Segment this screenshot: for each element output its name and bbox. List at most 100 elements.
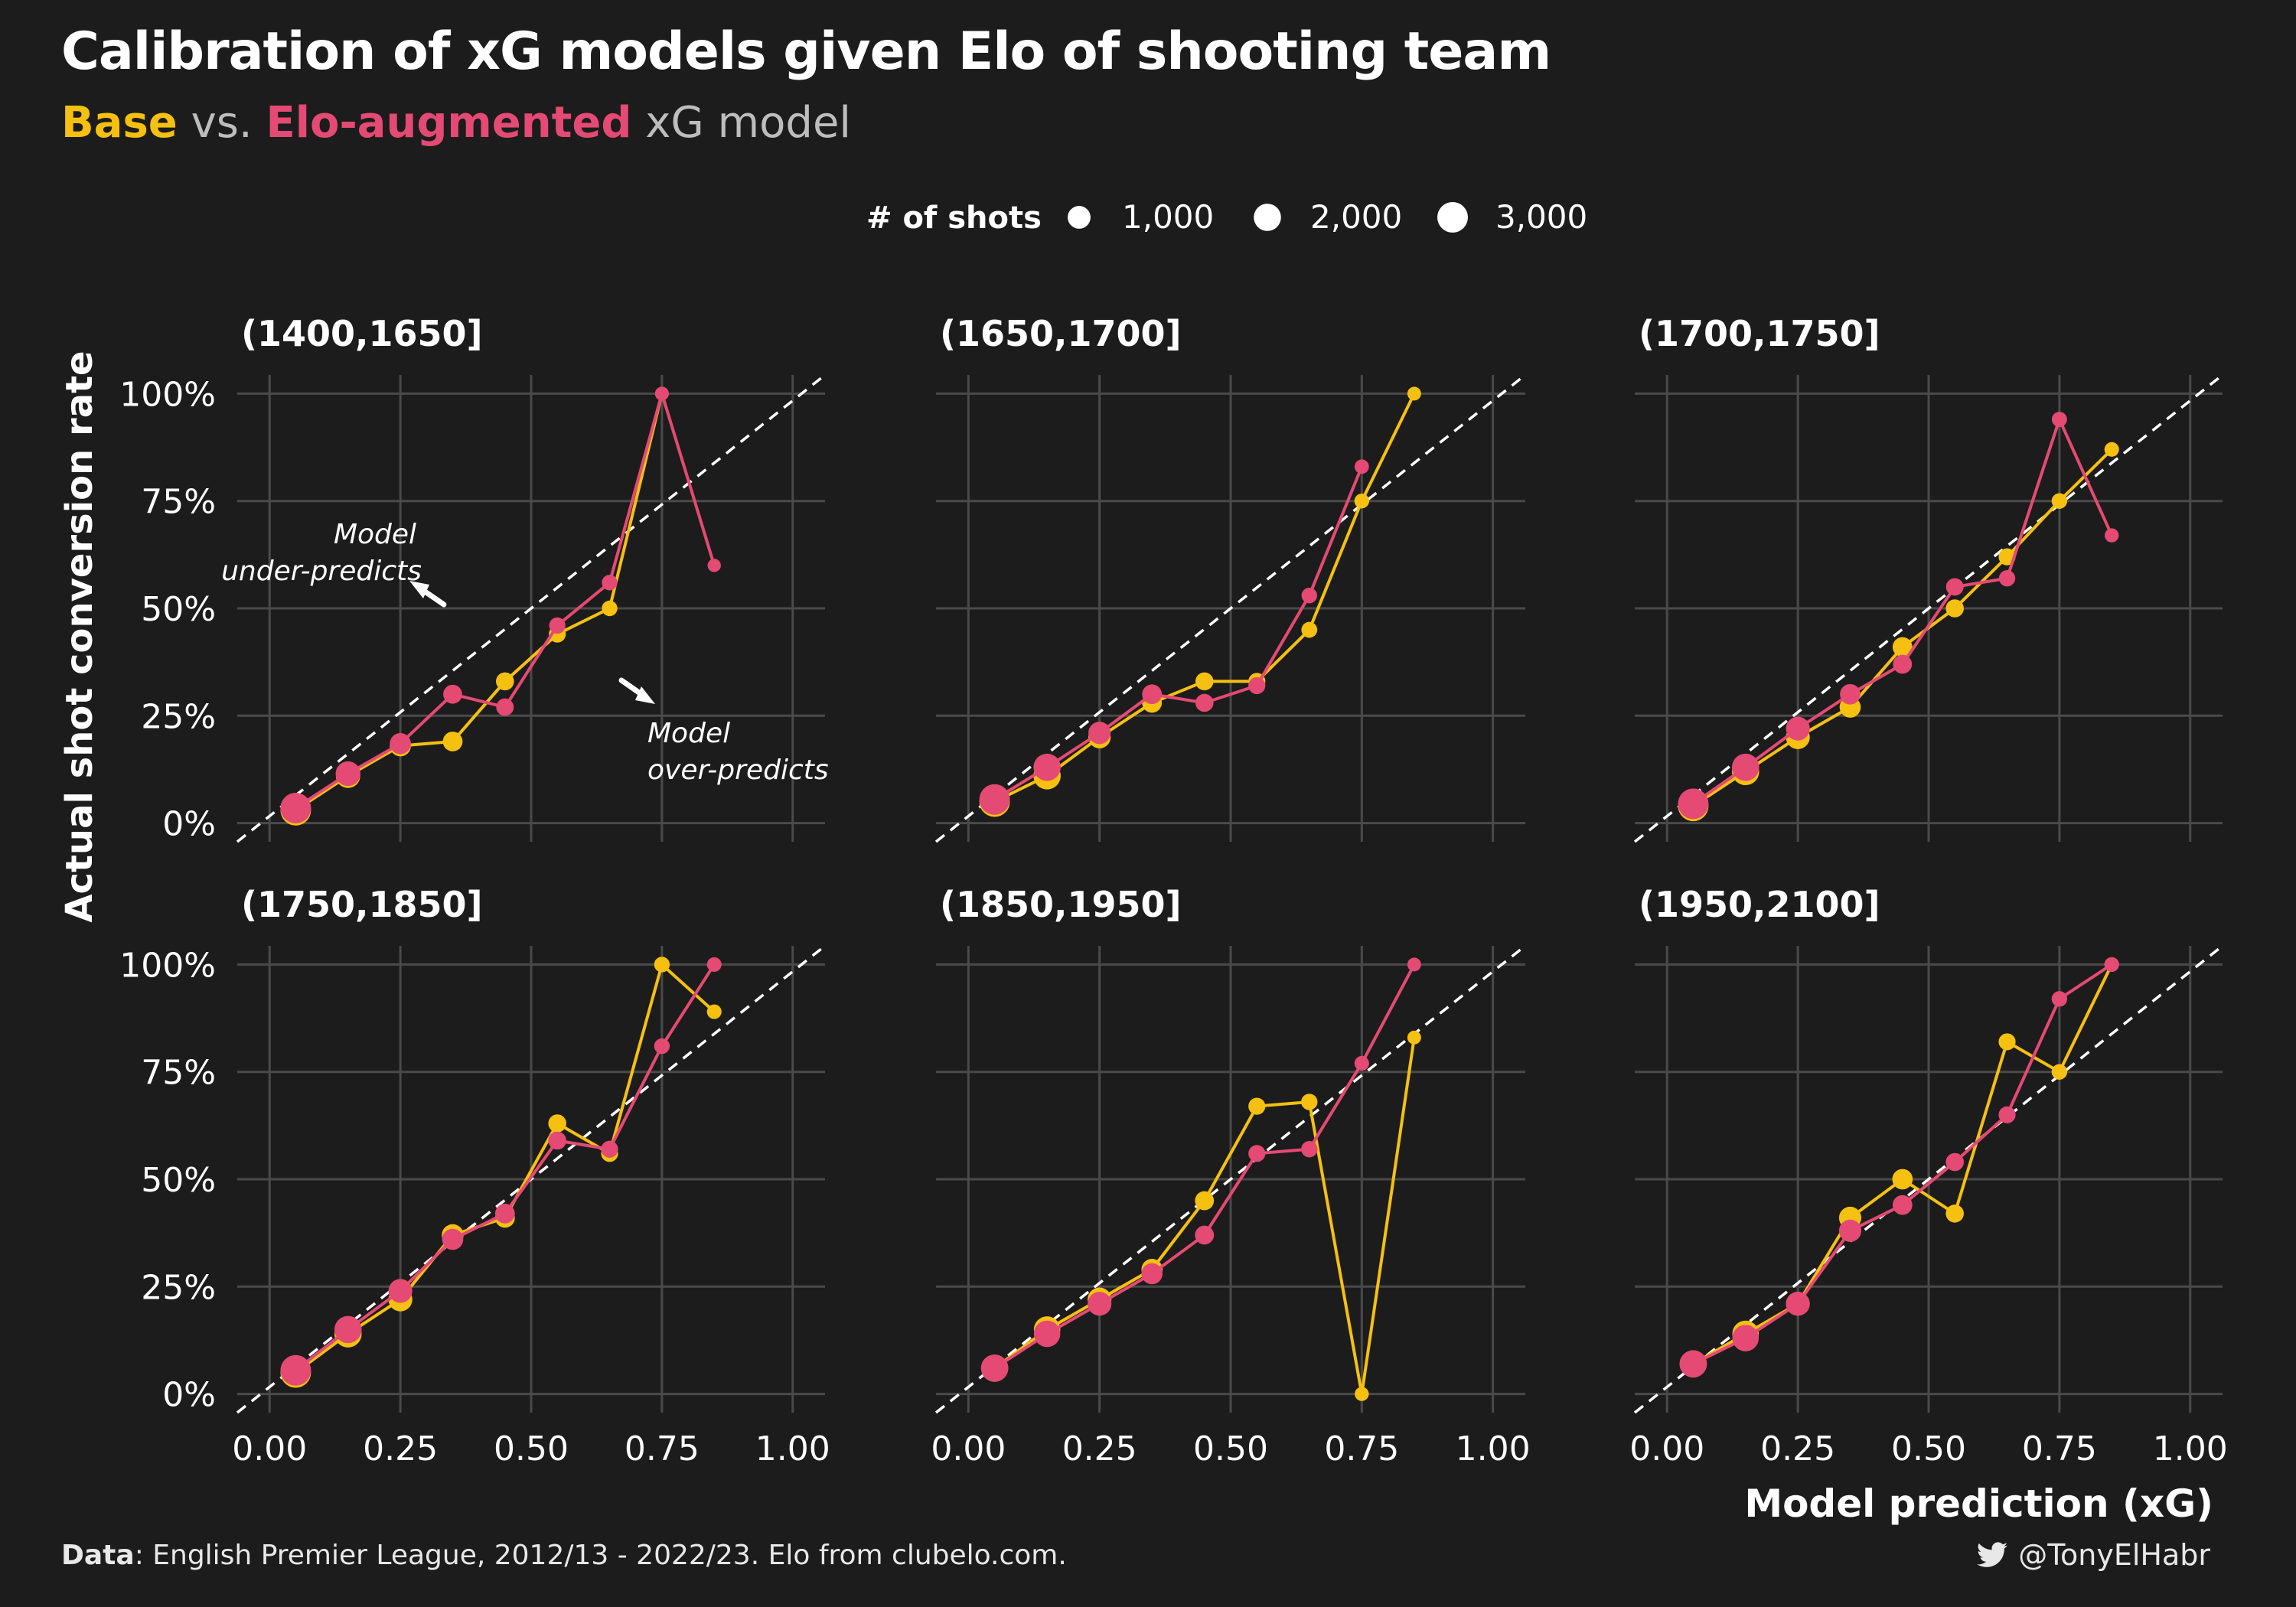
base-series-point [1195,672,1214,691]
base-series-point [2104,442,2119,457]
elo-series-point [280,792,311,823]
perfect-calibration-line [934,944,1527,1414]
elo-series-point [601,1140,618,1158]
annotation-arrowhead-under [409,581,429,598]
base-series-point [1892,637,1913,657]
subtitle-base-label: Base [61,98,178,148]
elo-series-point [1301,587,1317,604]
perfect-calibration-line [934,373,1527,843]
elo-series-point [1893,654,1913,674]
x-tick-label: 0.25 [1760,1429,1835,1468]
elo-series-line [295,963,716,1372]
y-tick-label: 50% [141,1161,216,1200]
elo-series-point [1732,1325,1760,1351]
y-tick-label: 100% [119,375,216,414]
elo-series-point [1731,753,1760,781]
perfect-calibration-line [1633,373,2224,843]
annotation-over-title: Model [647,718,730,749]
elo-series-point [388,1279,413,1303]
base-series-point [1998,1033,2016,1051]
elo-series-line [993,963,1416,1370]
elo-series-point [1354,459,1369,474]
chart-subtitle: Base vs. Elo-augmented xG model [61,98,851,148]
elo-series-point [1088,1292,1112,1316]
elo-series-point [1033,1320,1061,1348]
x-tick-label: 1.00 [1456,1429,1531,1468]
elo-series-point [1141,1263,1163,1285]
base-series-point [1301,1094,1318,1110]
elo-series-point [335,761,360,787]
facet-label: (1650,1700] [940,313,1182,354]
elo-series-point [443,684,462,704]
base-series-point [1248,1097,1266,1115]
base-series-point [1892,1169,1913,1190]
facet-label: (1750,1850] [241,884,483,925]
elo-series-point [1142,684,1163,705]
author-credit: @TonyElHabr [1977,1538,2210,1572]
facet-label: (1400,1650] [241,313,483,354]
twitter-bird-icon [1977,1542,2008,1567]
chart-title: Calibration of xG models given Elo of sh… [61,21,1551,82]
x-tick-label: 0.50 [1193,1429,1268,1468]
annotation-over-text: over-predicts [647,755,829,786]
x-tick-label: 0.00 [1629,1429,1704,1468]
x-tick-label: 0.25 [1062,1429,1137,1468]
elo-series-point [1679,1350,1707,1378]
x-tick-label: 1.00 [755,1429,830,1468]
elo-series-point [548,1131,566,1150]
y-tick-label: 25% [141,697,216,736]
elo-series-point [654,1038,670,1054]
base-series-point [1355,1387,1369,1401]
elo-series-point [2051,412,2067,428]
facet-label: (1850,1950] [940,884,1182,925]
base-series-point [654,957,670,973]
elo-series-point [706,957,722,972]
base-series-point [602,600,618,617]
legend-size-label: 2,000 [1310,198,1402,236]
y-tick-label: 75% [141,1054,216,1093]
base-series-point [2051,1064,2068,1080]
legend-size-label: 3,000 [1495,198,1587,236]
x-tick-label: 0.50 [1891,1429,1966,1468]
base-series-point [548,1114,566,1133]
elo-series-point [496,698,514,716]
x-tick-label: 0.50 [494,1429,569,1468]
elo-series-point [1786,1292,1810,1316]
base-series-line [993,393,1416,804]
legend-size-label: 1,000 [1122,198,1214,236]
base-series-point [1195,1191,1215,1211]
elo-series-point [2105,528,2119,543]
elo-series-point [602,575,618,591]
perfect-calibration-line [236,373,827,843]
author-handle: @TonyElHabr [2018,1538,2210,1572]
facet-label: (1700,1750] [1639,313,1880,354]
legend-size-swatch [1254,204,1281,231]
y-tick-label: 75% [141,483,216,522]
subtitle-rest: xG model [631,98,851,148]
data-source-text: : English Premier League, 2012/13 - 2022… [134,1540,1067,1571]
elo-series-line [1692,963,2113,1366]
elo-series-point [1248,676,1266,695]
annotation-under-title: Model [334,519,416,550]
base-series-point [1301,621,1318,638]
base-series-point [1407,386,1421,401]
x-tick-label: 0.75 [1324,1429,1399,1468]
legend-size-swatch [1437,202,1468,233]
elo-series-point [1945,1152,1964,1172]
facet-panel: (1650,1700] [934,313,1527,843]
base-series-point [1407,1030,1421,1045]
elo-series-point [2104,957,2119,972]
data-source-note: Data: English Premier League, 2012/13 - … [61,1540,1067,1571]
elo-series-point [1248,1145,1266,1162]
elo-series-point [549,617,566,634]
elo-series-point [1945,578,1964,596]
elo-series-point [442,1228,464,1250]
facet-panel: (1400,1650] 0% 25% 50% 75% 100% Model under-pre… [119,313,828,844]
elo-series-point [1301,1141,1318,1158]
elo-series-point [1407,957,1421,972]
y-tick-label: 0% [162,1376,216,1415]
elo-series-point [1892,1195,1913,1215]
elo-series-point [707,559,721,572]
elo-series-point [1354,1055,1369,1071]
